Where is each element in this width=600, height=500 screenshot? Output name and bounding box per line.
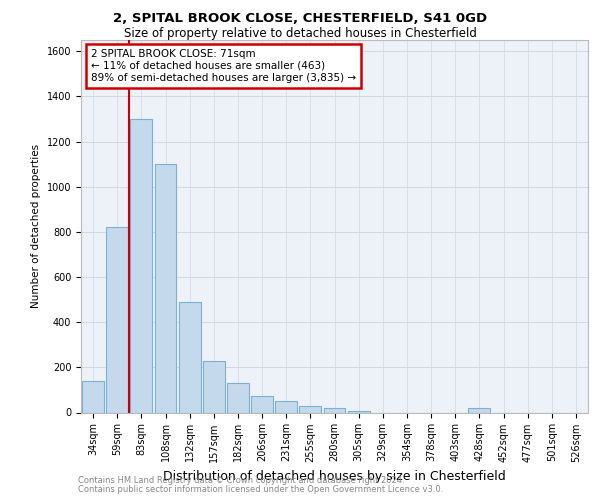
X-axis label: Distribution of detached houses by size in Chesterfield: Distribution of detached houses by size … (163, 470, 506, 483)
Bar (299, 406, 321, 412)
Text: 2 SPITAL BROOK CLOSE: 71sqm
← 11% of detached houses are smaller (463)
89% of se: 2 SPITAL BROOK CLOSE: 71sqm ← 11% of det… (91, 50, 356, 82)
Bar (469, 408, 490, 412)
Text: Size of property relative to detached houses in Chesterfield: Size of property relative to detached ho… (124, 28, 476, 40)
Bar (130, 119, 152, 412)
Text: Contains public sector information licensed under the Open Government Licence v3: Contains public sector information licen… (78, 485, 443, 494)
Bar (203, 360, 224, 412)
Y-axis label: Number of detached properties: Number of detached properties (31, 144, 41, 308)
Bar (275, 401, 297, 412)
Text: Contains HM Land Registry data © Crown copyright and database right 2024.: Contains HM Land Registry data © Crown c… (78, 476, 404, 485)
Bar (82, 381, 104, 412)
Bar (251, 396, 273, 412)
Bar (106, 228, 128, 412)
Bar (323, 408, 346, 412)
Text: 2, SPITAL BROOK CLOSE, CHESTERFIELD, S41 0GD: 2, SPITAL BROOK CLOSE, CHESTERFIELD, S41… (113, 12, 487, 26)
Bar (227, 383, 249, 412)
Bar (155, 164, 176, 412)
Bar (179, 302, 200, 412)
